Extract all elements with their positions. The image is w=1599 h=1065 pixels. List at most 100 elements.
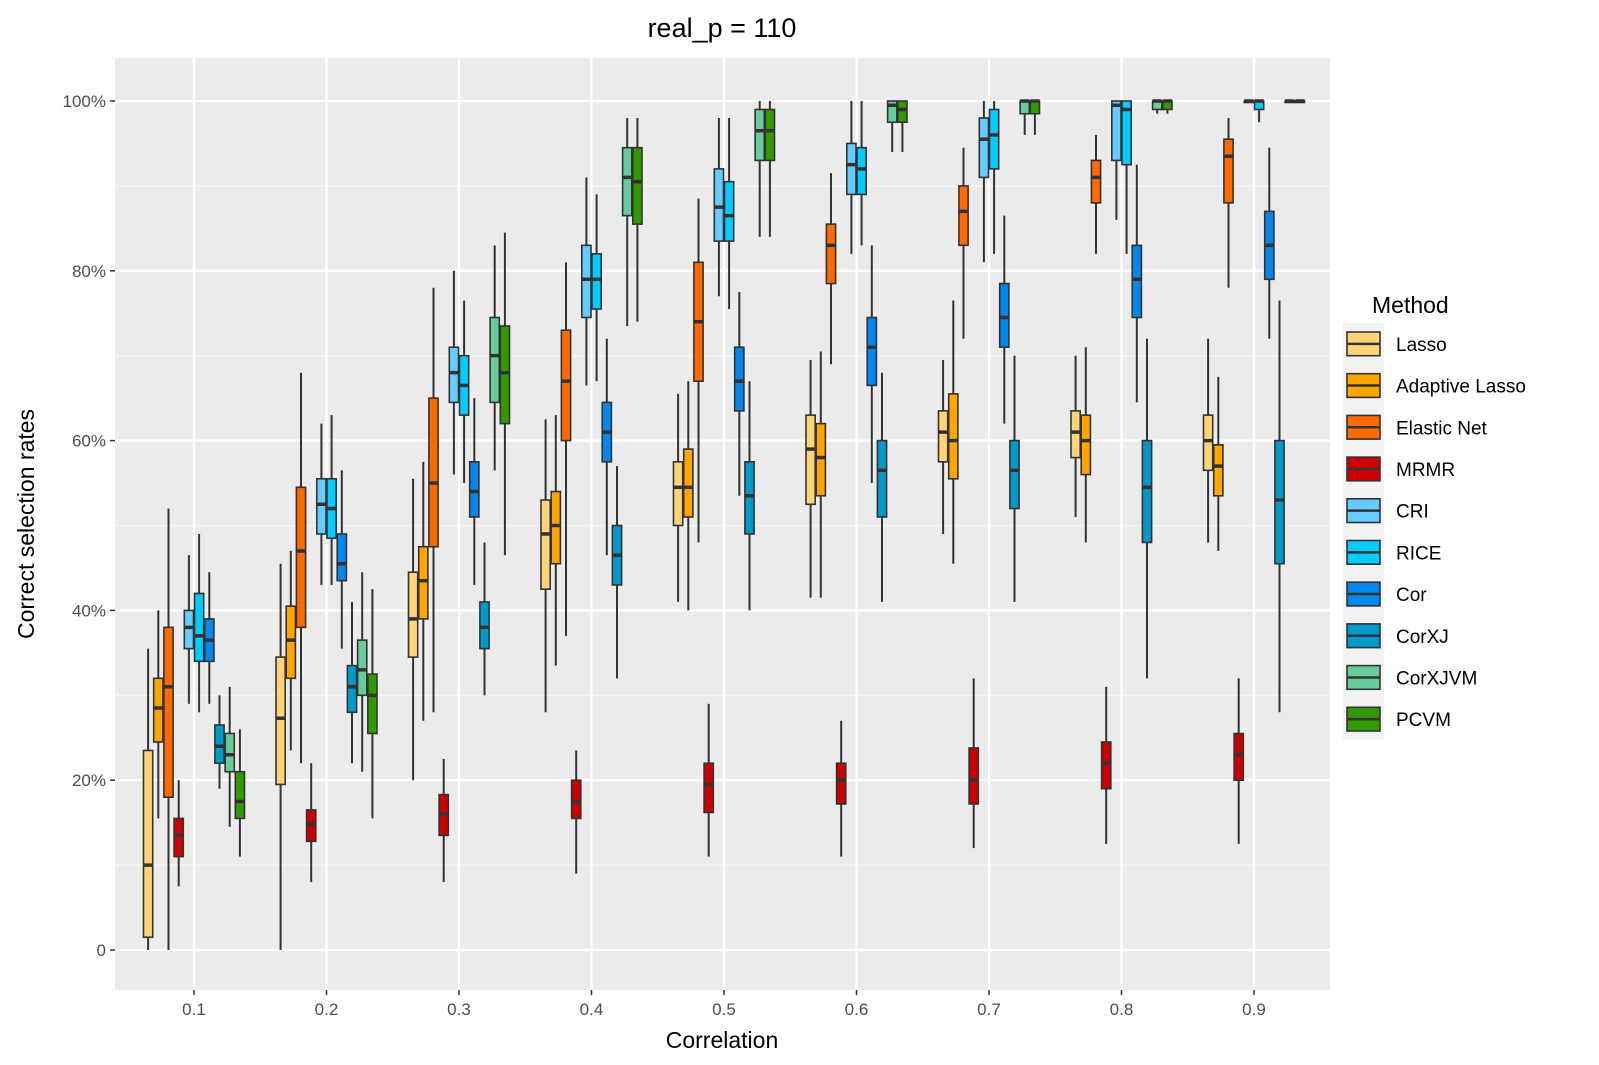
box-elastic-net-0.5 bbox=[693, 198, 704, 543]
box-iqr bbox=[193, 592, 205, 663]
y-tick-label: 20% bbox=[72, 771, 106, 790]
box-mrmr-0.2 bbox=[305, 763, 317, 883]
box-corxjvm-0.3 bbox=[489, 245, 501, 471]
box-elastic-net-0.8 bbox=[1090, 134, 1102, 254]
box-cor-0.1 bbox=[203, 572, 215, 704]
box-iqr bbox=[713, 168, 725, 242]
box-elastic-net-0.1 bbox=[163, 508, 174, 950]
x-tick-label: 0.9 bbox=[1242, 1000, 1266, 1019]
legend-item: CorXJ bbox=[1346, 623, 1449, 649]
box-iqr bbox=[224, 732, 236, 773]
box-mrmr-0.6 bbox=[835, 720, 847, 857]
box-lasso-0.5 bbox=[672, 393, 684, 602]
box-iqr bbox=[764, 108, 776, 162]
box-corxj-0.8 bbox=[1141, 338, 1153, 679]
box-iqr bbox=[1090, 159, 1102, 204]
box-lasso-0.4 bbox=[540, 419, 551, 713]
legend-item: CRI bbox=[1346, 497, 1429, 524]
x-tick-label: 0.3 bbox=[447, 1000, 471, 1019]
box-corxjvm-0.9 bbox=[1284, 99, 1296, 104]
box-iqr bbox=[591, 253, 602, 310]
box-pcvm-0.8 bbox=[1162, 99, 1173, 114]
legend-title: Method bbox=[1372, 292, 1449, 318]
legend-item: Lasso bbox=[1346, 331, 1447, 357]
box-rice-0.4 bbox=[591, 194, 602, 382]
box-elastic-net-0.2 bbox=[295, 372, 307, 764]
box-iqr bbox=[234, 770, 246, 820]
box-rice-0.3 bbox=[458, 300, 470, 484]
box-pcvm-0.5 bbox=[764, 101, 776, 237]
box-rice-0.8 bbox=[1121, 100, 1132, 254]
box-lasso-0.2 bbox=[275, 563, 286, 950]
box-iqr bbox=[886, 100, 898, 124]
box-adaptive-lasso-0.8 bbox=[1080, 347, 1092, 543]
box-elastic-net-0.9 bbox=[1223, 117, 1234, 288]
series-corxj bbox=[214, 300, 1285, 789]
series-lasso bbox=[142, 338, 1214, 950]
box-corxjvm-0.4 bbox=[621, 117, 633, 326]
box-iqr bbox=[580, 244, 592, 319]
box-iqr bbox=[815, 422, 827, 497]
series-corxjvm bbox=[224, 99, 1296, 827]
series-rice bbox=[193, 99, 1265, 713]
box-iqr bbox=[988, 108, 1000, 170]
legend-label: Cor bbox=[1396, 585, 1427, 606]
box-iqr bbox=[947, 393, 959, 480]
x-axis-title: Correlation bbox=[666, 1027, 779, 1053]
box-iqr bbox=[876, 439, 888, 518]
legend-label: Elastic Net bbox=[1396, 418, 1488, 439]
box-iqr bbox=[1070, 410, 1081, 459]
x-tick-label: 0.5 bbox=[712, 1000, 736, 1019]
x-tick-label: 0.6 bbox=[845, 1000, 869, 1019]
legend-label: CRI bbox=[1396, 502, 1429, 523]
box-mrmr-0.4 bbox=[570, 750, 582, 874]
box-iqr bbox=[672, 461, 684, 527]
series-pcvm bbox=[234, 99, 1306, 857]
box-rice-0.5 bbox=[723, 117, 735, 310]
box-iqr bbox=[366, 673, 378, 735]
x-tick-label: 0.4 bbox=[580, 1000, 604, 1019]
box-iqr bbox=[214, 724, 225, 765]
box-corxj-0.2 bbox=[346, 601, 358, 764]
box-iqr bbox=[448, 346, 460, 404]
legend-item: MRMR bbox=[1346, 456, 1455, 482]
box-iqr bbox=[845, 142, 857, 196]
box-iqr bbox=[570, 779, 582, 820]
box-iqr bbox=[315, 478, 327, 535]
y-tick-label: 0 bbox=[97, 941, 106, 960]
box-iqr bbox=[295, 486, 307, 629]
box-iqr bbox=[937, 410, 949, 463]
box-corxjvm-0.2 bbox=[356, 572, 368, 772]
box-adaptive-lasso-0.3 bbox=[417, 461, 429, 721]
box-pcvm-0.7 bbox=[1029, 99, 1041, 135]
box-iqr bbox=[479, 601, 490, 650]
box-iqr bbox=[805, 414, 816, 506]
box-iqr bbox=[621, 146, 633, 217]
box-cor-0.4 bbox=[601, 338, 613, 556]
box-cri-0.1 bbox=[183, 555, 195, 704]
box-iqr bbox=[560, 329, 572, 442]
box-iqr bbox=[163, 626, 174, 798]
legend-item: PCVM bbox=[1346, 706, 1451, 732]
box-iqr bbox=[978, 117, 990, 179]
box-adaptive-lasso-0.2 bbox=[285, 550, 297, 751]
box-iqr bbox=[1029, 100, 1041, 115]
box-iqr bbox=[1111, 100, 1122, 162]
legend-item: CorXJVM bbox=[1346, 664, 1477, 691]
box-rice-0.2 bbox=[326, 415, 337, 585]
x-tick-label: 0.2 bbox=[315, 1000, 339, 1019]
box-iqr bbox=[142, 749, 154, 939]
box-iqr bbox=[733, 346, 745, 412]
box-cor-0.7 bbox=[998, 215, 1010, 424]
box-iqr bbox=[183, 609, 195, 650]
y-tick-label: 80% bbox=[72, 262, 106, 281]
box-lasso-0.7 bbox=[937, 359, 949, 534]
box-pcvm-0.1 bbox=[234, 729, 246, 857]
box-lasso-0.6 bbox=[805, 359, 816, 598]
box-cor-0.9 bbox=[1263, 147, 1275, 339]
box-corxj-0.7 bbox=[1009, 355, 1020, 602]
box-corxj-0.3 bbox=[479, 542, 490, 696]
box-cor-0.3 bbox=[468, 398, 480, 585]
